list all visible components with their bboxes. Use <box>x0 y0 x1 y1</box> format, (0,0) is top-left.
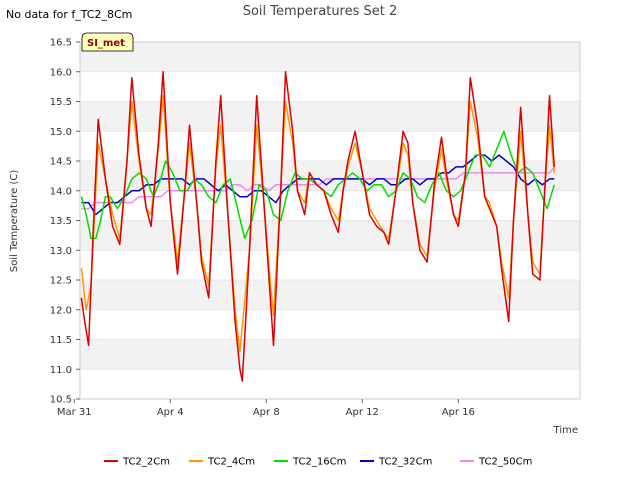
y-tick-label: 15.5 <box>50 97 72 108</box>
x-tick-label: Apr 8 <box>253 407 280 418</box>
chart-title: Soil Temperatures Set 2 <box>242 4 398 19</box>
y-axis-label: Soil Temperature (C) <box>9 170 20 273</box>
y-tick-label: 16.0 <box>50 67 72 78</box>
y-tick-label: 15.0 <box>50 127 72 138</box>
y-tick-label: 12.5 <box>50 276 72 287</box>
x-tick-label: Apr 16 <box>442 407 475 418</box>
series-line-tc2-2cm <box>80 71 556 382</box>
grid-band <box>80 101 580 132</box>
badge-label: SI_met <box>87 38 125 49</box>
grid-band <box>80 42 580 72</box>
y-tick-label: 10.5 <box>50 395 72 406</box>
y-tick-label: 12.0 <box>50 305 72 316</box>
x-axis-label: Time <box>553 425 578 436</box>
legend: TC2_2Cm TC2_4Cm TC2_16Cm TC2_32Cm TC2_50Cm <box>104 457 532 468</box>
x-tick-label: Apr 4 <box>157 407 184 418</box>
legend-label: TC2_16Cm <box>292 457 346 468</box>
x-tick-label: Apr 12 <box>346 407 379 418</box>
y-tick-label: 13.5 <box>50 216 72 227</box>
x-tick-label: Mar 31 <box>57 407 92 418</box>
y-tick-label: 11.5 <box>50 335 72 346</box>
grid-band <box>80 339 580 370</box>
grid-band <box>80 220 580 251</box>
legend-label: TC2_4Cm <box>207 457 255 468</box>
y-tick-label: 14.0 <box>50 186 72 197</box>
legend-label: TC2_32Cm <box>378 457 432 468</box>
y-tick-label: 14.5 <box>50 157 72 168</box>
y-tick-label: 13.0 <box>50 246 72 257</box>
legend-label: TC2_2Cm <box>122 457 170 468</box>
grid-band <box>80 161 580 191</box>
legend-label: TC2_50Cm <box>478 457 532 468</box>
series-line-tc2-50cm <box>81 166 555 210</box>
grid-band <box>80 280 580 310</box>
y-tick-label: 11.0 <box>50 365 72 376</box>
no-data-note: No data for f_TC2_8Cm <box>6 8 133 21</box>
si-met-badge: SI_met <box>81 32 134 52</box>
y-tick-label: 16.5 <box>50 38 72 49</box>
